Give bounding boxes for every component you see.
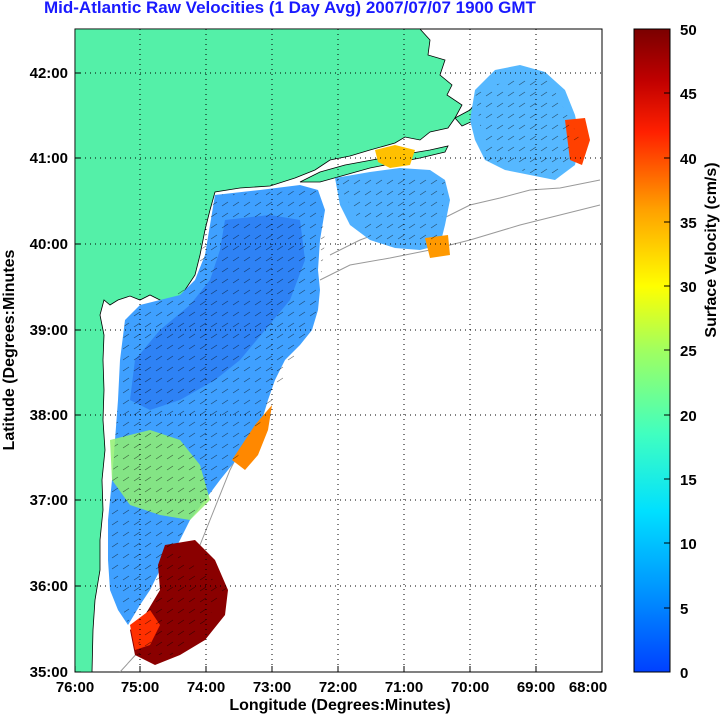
y-tick-label: 39:00: [30, 322, 68, 339]
y-tick-label: 41:00: [30, 150, 68, 167]
colorbar-tick-label: 10: [680, 536, 697, 553]
x-tick-label: 69:00: [517, 679, 555, 696]
colorbar-tick-label: 25: [680, 343, 697, 360]
colorbar-tick-label: 0: [680, 665, 688, 682]
colorbar-tick-label: 50: [680, 22, 697, 39]
x-tick-label: 72:00: [319, 679, 357, 696]
x-tick-label: 71:00: [385, 679, 423, 696]
map-title-bar: Mid-Atlantic Raw Velocities (1 Day Avg) …: [0, 0, 724, 20]
x-tick-label: 75:00: [121, 679, 159, 696]
land-mass: [75, 29, 463, 672]
x-tick-label: 70:00: [451, 679, 489, 696]
y-tick-label: 38:00: [30, 407, 68, 424]
colorbar-tick-label: 40: [680, 151, 697, 168]
colorbar-tick-marks: [664, 28, 670, 609]
speed-patch-edge-li: [375, 145, 415, 168]
y-tick-label: 40:00: [30, 236, 68, 253]
colorbar-tick-label: 30: [680, 279, 697, 296]
current-arrows: [108, 72, 580, 655]
colorbar-tick-label: 45: [680, 86, 697, 103]
map-title: Mid-Atlantic Raw Velocities (1 Day Avg) …: [44, 0, 536, 17]
y-axis-label: Latitude (Degrees:Minutes: [1, 249, 18, 450]
x-tick-label: 73:00: [253, 679, 291, 696]
colorbar-tick-label: 20: [680, 408, 697, 425]
y-tick-label: 37:00: [30, 492, 68, 509]
y-tick-label: 36:00: [30, 578, 68, 595]
colorbar-tick-label: 35: [680, 215, 697, 232]
x-tick-label: 68:00: [569, 679, 607, 696]
speed-patch-orange-ne: [232, 405, 272, 470]
grid-lines: [75, 29, 602, 672]
colorbar-tick-label: 5: [680, 601, 688, 618]
y-tick-label: 35:00: [30, 664, 68, 681]
x-tick-label: 76:00: [56, 679, 94, 696]
colorbar-label: Surface Velocity (cm/s): [703, 162, 720, 337]
y-tick-label: 42:00: [30, 65, 68, 82]
axis-tick-marks: [74, 72, 603, 673]
x-axis-label: Longitude (Degrees:Minutes): [229, 697, 450, 714]
colorbar-tick-label: 15: [680, 472, 697, 489]
x-tick-label: 74:00: [187, 679, 225, 696]
